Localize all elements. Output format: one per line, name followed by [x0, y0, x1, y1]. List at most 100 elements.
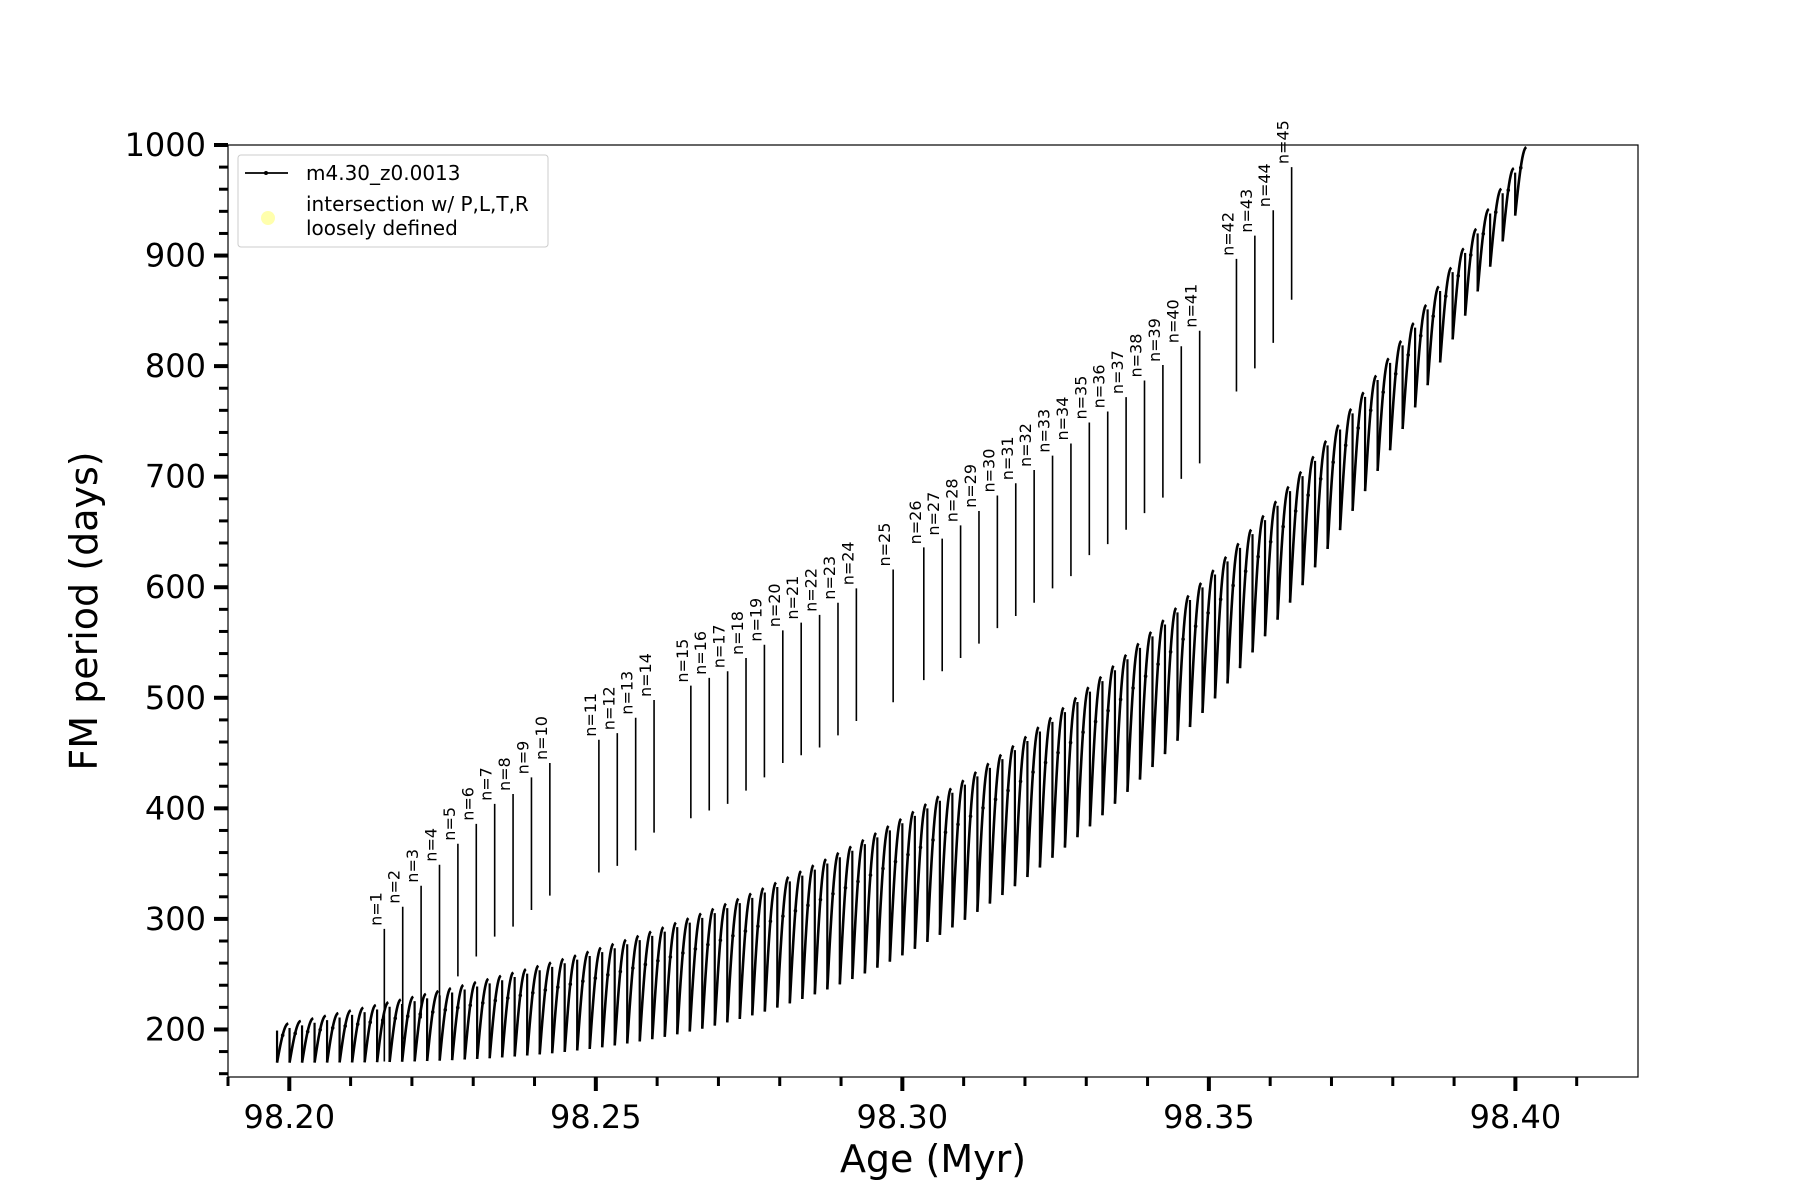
data-point [1506, 188, 1511, 192]
pulse-curve [650, 926, 665, 1040]
data-layer [275, 146, 1528, 1063]
data-point [731, 933, 735, 938]
data-point [993, 797, 998, 802]
annotation-label: n=2 [385, 870, 404, 904]
y-axis-label: FM period (days) [62, 451, 106, 770]
annotation-label: n=21 [783, 576, 802, 620]
annotation-label: n=3 [403, 849, 422, 883]
y-tick-label: 600 [145, 568, 206, 606]
annotation-label: n=27 [924, 492, 943, 536]
pulse-curve [1051, 706, 1065, 858]
pulse-curve [1138, 631, 1153, 780]
pulse-curve [775, 876, 790, 1008]
data-point [943, 830, 948, 835]
data-point [1493, 210, 1498, 214]
pulse-curve [363, 1003, 377, 1063]
data-point [1018, 779, 1023, 784]
pulse-curve [1501, 167, 1515, 242]
pulse-curve [926, 795, 940, 942]
data-point [843, 885, 848, 890]
pulse-curve [513, 968, 527, 1057]
pulse-curve [675, 917, 690, 1035]
data-point [956, 822, 960, 827]
data-point [881, 866, 885, 871]
pulse-curve [1513, 146, 1528, 216]
annotation-label: n=31 [998, 436, 1017, 480]
annotation-label: n=36 [1090, 364, 1109, 408]
data-point [931, 838, 935, 842]
annotation-label: n=44 [1255, 163, 1274, 207]
annotation-label: n=43 [1237, 189, 1256, 233]
pulse-curve [1338, 407, 1353, 531]
pulse-curve [550, 957, 565, 1054]
pulse-curve [338, 1009, 352, 1063]
x-axis-label: Age (Myr) [840, 1137, 1026, 1181]
pulse-curve [1301, 455, 1315, 586]
pulse-curve [300, 1017, 314, 1063]
pulse-curve [1376, 357, 1390, 471]
pulse-curve [1401, 322, 1415, 430]
pulse-curve [826, 851, 840, 990]
data-point [706, 942, 710, 947]
data-point [1381, 390, 1386, 394]
annotation-label: n=12 [599, 686, 618, 730]
pulse-curve [963, 771, 978, 920]
annotation-label: n=45 [1274, 120, 1293, 164]
data-point [1518, 165, 1523, 170]
pulse-curve [1413, 304, 1428, 408]
pulse-curve [976, 762, 990, 912]
data-point [355, 1022, 360, 1026]
data-point [1093, 719, 1098, 724]
annotation-label: n=10 [532, 716, 551, 760]
data-point [831, 892, 835, 896]
data-point [568, 982, 573, 987]
annotation-label: n=28 [943, 478, 962, 522]
pulse-curve [1326, 424, 1340, 549]
annotation-label: n=29 [961, 464, 980, 508]
data-point [318, 1027, 322, 1032]
annotation-label: n=38 [1127, 334, 1146, 378]
annotation-label: n=37 [1108, 350, 1127, 394]
annotation-label: n=40 [1163, 299, 1182, 343]
data-point [756, 924, 760, 929]
data-point [856, 879, 860, 884]
pulse-curve [763, 881, 777, 1012]
pulse-curve [275, 1022, 289, 1063]
data-point [305, 1029, 310, 1034]
pulse-curve [713, 902, 727, 1026]
data-point [1268, 539, 1273, 544]
data-point [1168, 650, 1173, 654]
x-tick-label: 98.30 [857, 1098, 949, 1136]
data-point [405, 1014, 410, 1019]
pulse-curve [913, 803, 928, 949]
annotation-label: n=19 [746, 598, 765, 642]
y-tick-label: 900 [145, 237, 206, 275]
data-point [1418, 333, 1423, 338]
data-point [1443, 294, 1448, 298]
pulse-curve [951, 779, 965, 928]
pulse-curve [1238, 528, 1253, 669]
data-point [781, 914, 785, 918]
pulse-curve [538, 961, 552, 1055]
data-point [693, 947, 698, 951]
y-tick-label: 1000 [125, 126, 206, 164]
annotation-label: n=15 [673, 639, 692, 683]
pulse-curve [1013, 735, 1028, 887]
pulse-curve [1176, 594, 1190, 741]
data-point [1143, 674, 1148, 679]
pulse-curve [1251, 514, 1265, 653]
pulse-curve [1188, 582, 1203, 728]
pulse-curve [1351, 391, 1365, 511]
data-point [505, 996, 510, 1000]
pulse-curve [438, 986, 452, 1061]
pulse-curve [500, 971, 515, 1058]
data-point [480, 1001, 485, 1005]
pulse-curve [600, 942, 615, 1048]
data-point [518, 993, 523, 998]
pulse-curve [1201, 569, 1215, 713]
pulse-curve [475, 977, 490, 1060]
data-point [968, 814, 973, 819]
data-point [818, 897, 823, 902]
annotation-label: n=25 [875, 523, 894, 567]
